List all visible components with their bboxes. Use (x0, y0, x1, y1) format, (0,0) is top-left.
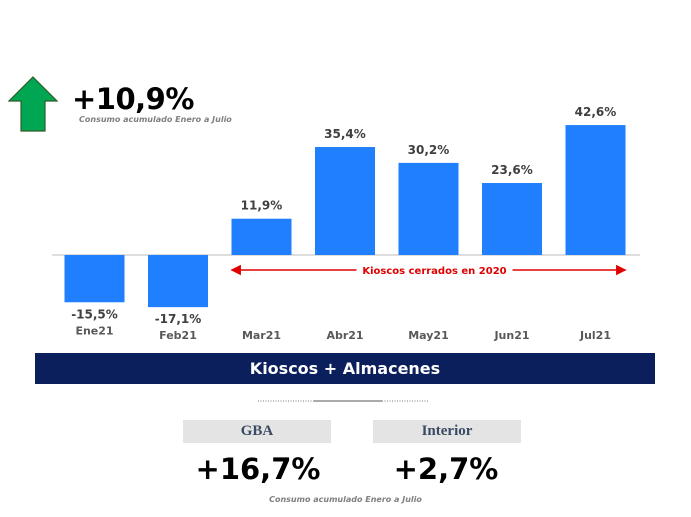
bar-jun21 (482, 183, 542, 255)
bar-may21 (398, 162, 459, 255)
data-label-abr21: 35,4% (324, 127, 366, 141)
bar-abr21 (315, 147, 375, 255)
gba-label-box: GBA (183, 420, 331, 443)
x-tick-jun21: Jun21 (493, 329, 529, 342)
x-tick-jul21: Jul21 (579, 329, 611, 342)
interior-label: Interior (421, 423, 473, 439)
interior-value: +2,7% (393, 452, 499, 486)
data-label-may21: 30,2% (408, 143, 450, 157)
bar-jul21 (565, 125, 626, 255)
x-tick-ene21: Ene21 (75, 324, 113, 337)
headline-value: +10,9% (72, 82, 194, 116)
bar-chart: -15,5% Ene21 -17,1% Feb21 11,9% Mar21 35,4% Abr… (52, 105, 640, 342)
bottom-subtitle: Consumo acumulado Enero a Julio (269, 495, 422, 504)
segment-band: Kioscos + Almacenes (35, 353, 655, 384)
annotation-label-bg (356, 262, 513, 278)
data-label-mar21: 11,9% (241, 199, 283, 213)
x-tick-mar21: Mar21 (242, 329, 281, 342)
headline-subtitle: Consumo acumulado Enero a Julio (79, 115, 232, 124)
data-label-jun21: 23,6% (491, 163, 533, 177)
data-label-jul21: 42,6% (575, 105, 617, 119)
bar-feb21 (148, 255, 208, 308)
x-tick-may21: May21 (408, 329, 449, 342)
gba-value: +16,7% (195, 452, 321, 486)
up-arrow-icon (8, 76, 58, 132)
interior-label-box: Interior (373, 420, 521, 443)
segment-band-label: Kioscos + Almacenes (249, 359, 441, 378)
annotation-label: Kioscos cerrados en 2020 (362, 266, 506, 277)
data-label-feb21: -17,1% (155, 312, 202, 326)
gba-label: GBA (240, 423, 274, 439)
bar-mar21 (231, 218, 292, 255)
x-tick-abr21: Abr21 (326, 329, 363, 342)
bar-ene21 (64, 255, 125, 303)
separator-line (258, 400, 428, 402)
data-label-ene21: -15,5% (71, 307, 118, 321)
x-tick-feb21: Feb21 (159, 329, 197, 342)
